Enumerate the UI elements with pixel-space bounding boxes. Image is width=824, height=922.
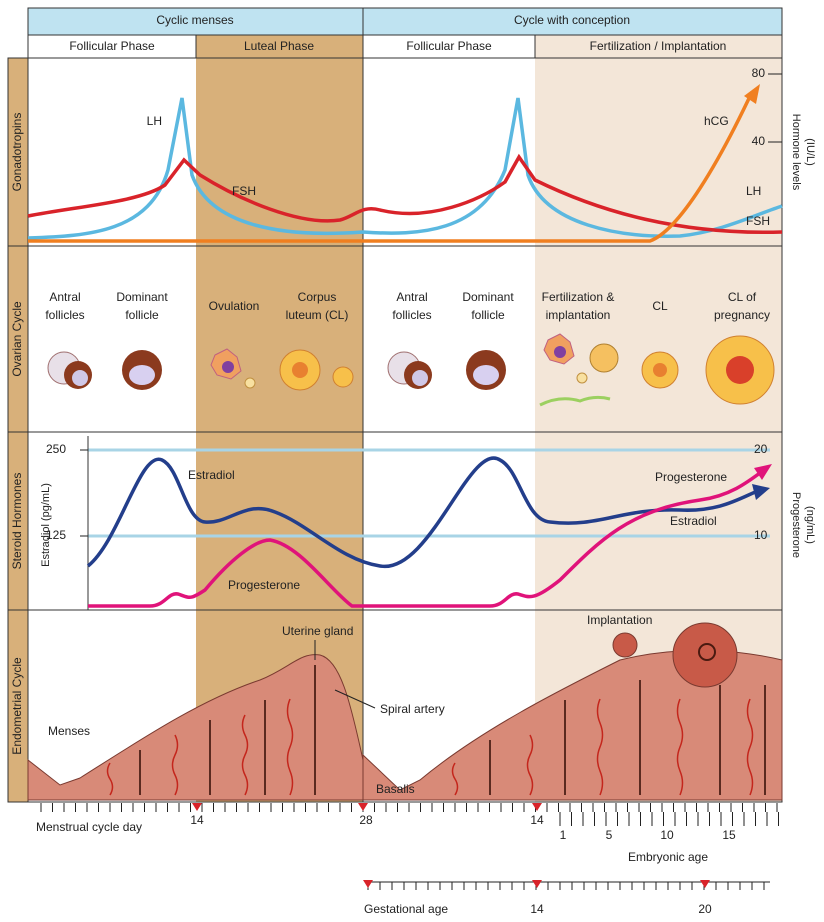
annotation: Spiral artery <box>380 702 445 716</box>
stage-labels: follicles <box>45 308 84 322</box>
phase-label: Luteal Phase <box>244 39 314 53</box>
y-tick-label: 40 <box>752 134 766 148</box>
annotation: Menses <box>48 724 90 738</box>
x-tick-label: 14 <box>190 813 204 827</box>
stage-labels: pregnancy <box>714 308 770 322</box>
follicle-icons <box>653 363 667 377</box>
axis-title: (ng/mL) <box>804 506 816 544</box>
curve-label: LH <box>746 184 761 198</box>
x-tick-label: 5 <box>606 828 613 842</box>
follicle-icons <box>333 367 353 387</box>
curve-label: FSH <box>232 184 256 198</box>
axis-title: Menstrual cycle day <box>36 820 142 834</box>
shape <box>613 633 637 657</box>
follicle-icons <box>72 370 88 386</box>
annotation: Basalis <box>376 782 415 796</box>
follicle-icons <box>222 361 234 373</box>
phase-label: Fertilization / Implantation <box>590 39 727 53</box>
stage-labels: Ovulation <box>209 299 260 313</box>
curve-label: hCG <box>704 114 729 128</box>
row-label: Ovarian Cycle <box>10 301 24 377</box>
shape <box>358 803 368 811</box>
shape <box>192 803 202 811</box>
curve-label: Estradiol <box>670 514 717 528</box>
follicle-icons <box>245 378 255 388</box>
axis-title: Embryonic age <box>628 850 708 864</box>
follicle-icons <box>129 365 155 385</box>
y-tick-label: 250 <box>46 442 66 456</box>
curve-label: LH <box>147 114 162 128</box>
stage-labels: follicle <box>125 308 159 322</box>
x-tick-label: 20 <box>698 902 712 916</box>
page: Cyclic menses Cycle with conception Foll… <box>0 0 824 922</box>
stage-labels: implantation <box>546 308 611 322</box>
x-tick-label: 15 <box>722 828 736 842</box>
phase-label: Follicular Phase <box>406 39 492 53</box>
curve-label: Estradiol <box>188 468 235 482</box>
shape <box>532 880 542 888</box>
y2-tick-label: 10 <box>754 528 768 542</box>
x-tick-label: 1 <box>560 828 567 842</box>
figure: Cyclic menses Cycle with conception Foll… <box>0 0 824 922</box>
y-tick-label: 80 <box>752 66 766 80</box>
axis-title: Gestational age <box>364 902 448 916</box>
curve-label: FSH <box>746 214 770 228</box>
follicle-icons <box>554 346 566 358</box>
y2-tick-label: 20 <box>754 442 768 456</box>
stage-labels: CL of <box>728 290 757 304</box>
stage-labels: follicles <box>392 308 431 322</box>
stage-labels: Fertilization & <box>542 290 615 304</box>
header-title: Cyclic menses <box>156 13 233 27</box>
axis-title: (IU/L) <box>804 138 816 166</box>
shape <box>673 623 737 687</box>
stage-labels: Dominant <box>462 290 514 304</box>
curve-label: Progesterone <box>655 470 727 484</box>
day-ticks <box>41 803 779 890</box>
stage-labels: Antral <box>396 290 427 304</box>
annotation: Implantation <box>587 613 652 627</box>
stage-labels: CL <box>652 299 668 313</box>
x-tick-label: 28 <box>359 813 373 827</box>
follicle-icons <box>590 344 618 372</box>
row-label: Steroid Hormones <box>10 473 24 570</box>
stage-labels: follicle <box>471 308 505 322</box>
axis-title: Progesterone <box>790 492 802 558</box>
axis-title: Hormone levels <box>790 114 802 191</box>
stage-labels: Corpus <box>298 290 337 304</box>
stage-labels: Antral <box>49 290 80 304</box>
shape <box>363 880 373 888</box>
axis-title: Estradiol (pg/mL) <box>40 483 52 567</box>
stage-labels: luteum (CL) <box>286 308 349 322</box>
x-tick-label: 10 <box>660 828 674 842</box>
follicle-icons <box>726 356 754 384</box>
curve-label: Progesterone <box>228 578 300 592</box>
row-label: Endometrial Cycle <box>10 657 24 755</box>
annotation: Uterine gland <box>282 624 353 638</box>
follicle-icons <box>412 370 428 386</box>
x-tick-label: 14 <box>530 813 544 827</box>
row-label: Gonadotropins <box>10 113 24 192</box>
x-tick-label: 14 <box>530 902 544 916</box>
follicle-icons <box>473 365 499 385</box>
header-title: Cycle with conception <box>514 13 630 27</box>
follicle-icons <box>292 362 308 378</box>
stage-labels: Dominant <box>116 290 168 304</box>
shape <box>700 880 710 888</box>
follicle-icons <box>577 373 587 383</box>
shape <box>532 803 542 811</box>
phase-label: Follicular Phase <box>69 39 155 53</box>
